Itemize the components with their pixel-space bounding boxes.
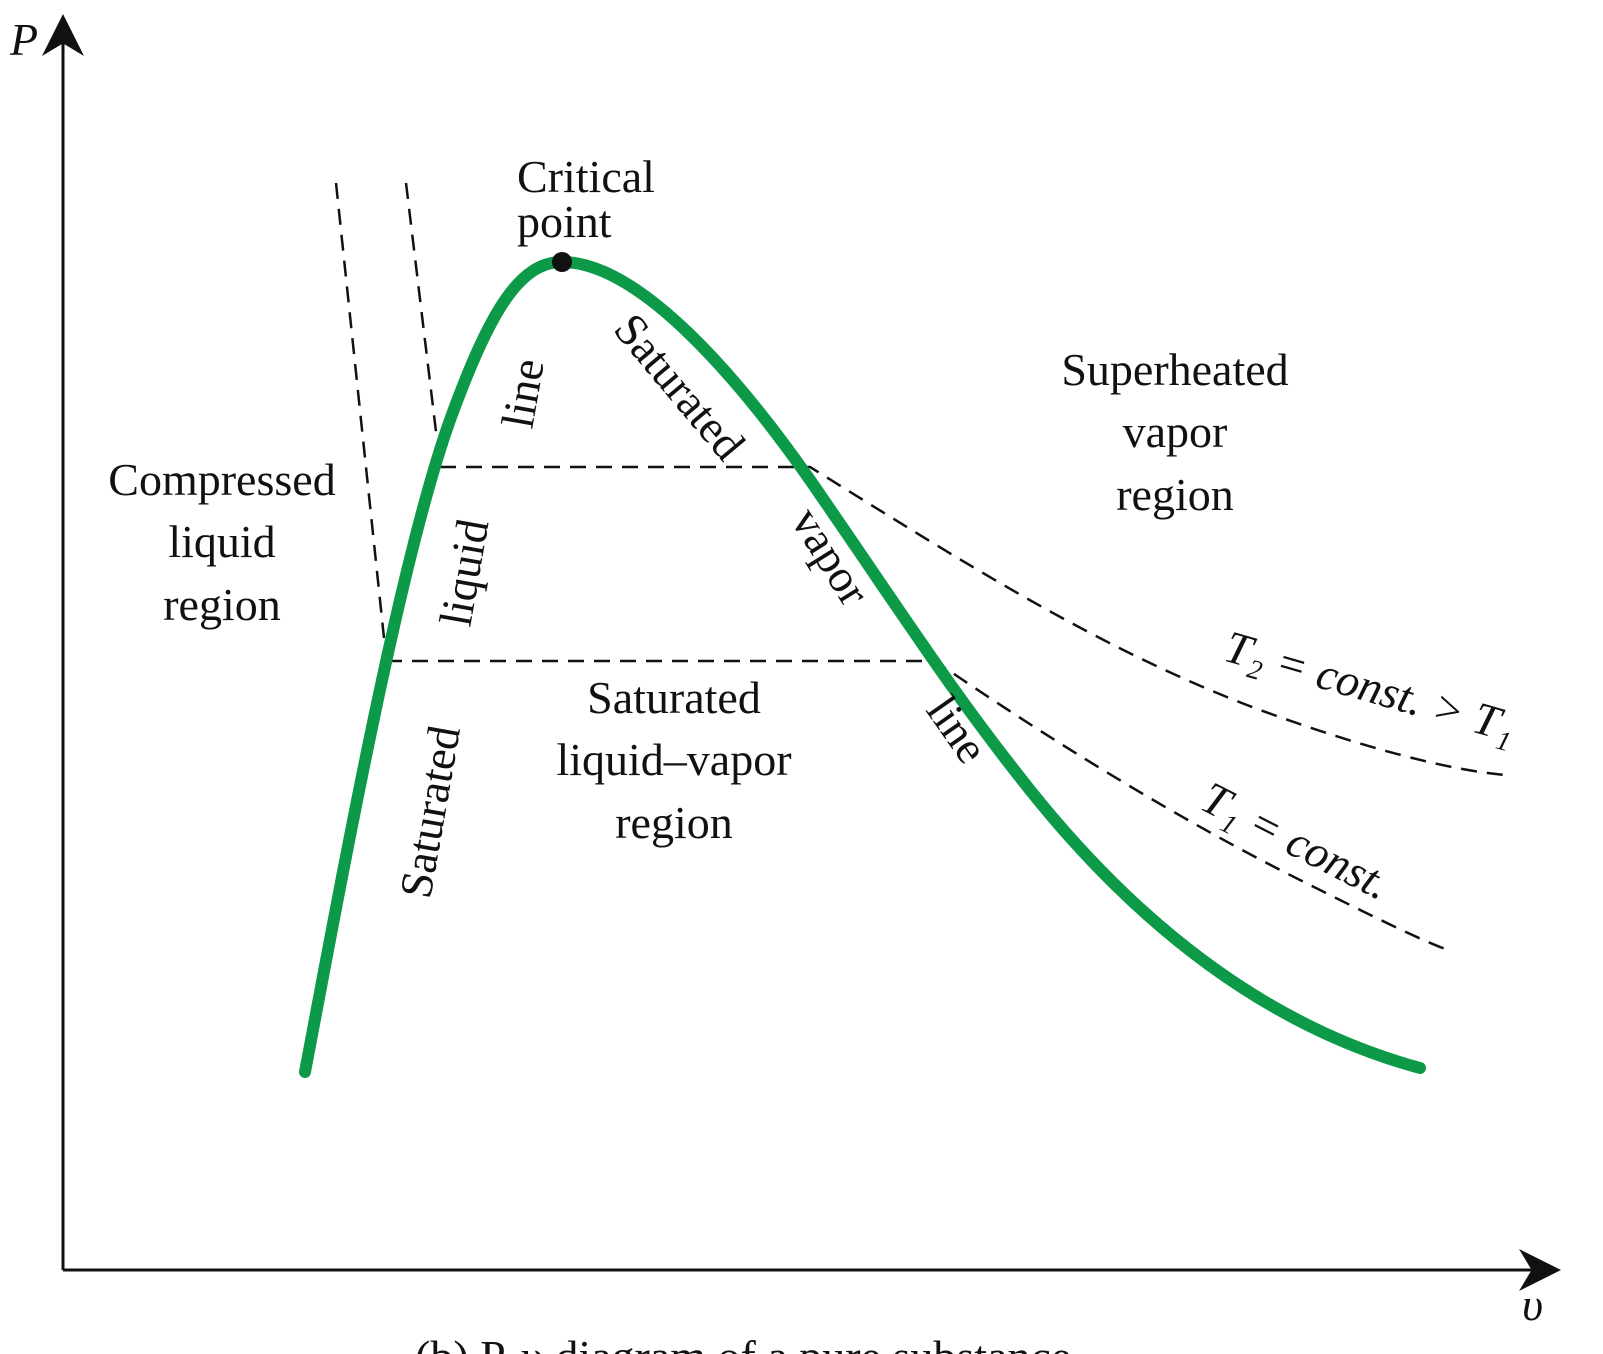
region-label: region xyxy=(163,579,281,630)
isotherm-t1 xyxy=(386,659,1449,952)
compressed-isotherm-2 xyxy=(404,182,439,441)
saturation-curve xyxy=(299,255,1426,1078)
region-label: liquid–vapor xyxy=(556,734,791,785)
curve-label: Saturated xyxy=(390,722,470,902)
caption: (b) P-υ diagram of a pure substance xyxy=(415,1331,1071,1354)
critical-point-label: Critical xyxy=(517,151,655,202)
region-label: liquid xyxy=(168,516,275,567)
region-label: region xyxy=(615,797,733,848)
region-label: Compressed xyxy=(108,454,335,505)
y-axis-label: P xyxy=(9,14,38,65)
compressed-isotherm-1 xyxy=(334,182,386,639)
curve-label: liquid xyxy=(430,515,499,630)
curve-label: line xyxy=(917,686,998,772)
curve-label: line xyxy=(492,355,554,432)
region-label: region xyxy=(1116,469,1234,520)
region-label: Superheated xyxy=(1061,344,1288,395)
isotherm-t2 xyxy=(440,465,1506,777)
critical-point-label: point xyxy=(517,196,612,247)
isotherm-label: T₂ = const. > T₁ xyxy=(1219,621,1521,753)
region-label: vapor xyxy=(1123,406,1228,457)
region-label: Saturated xyxy=(587,672,761,723)
critical-point xyxy=(552,252,572,272)
x-axis-label: υ xyxy=(1522,1279,1543,1330)
